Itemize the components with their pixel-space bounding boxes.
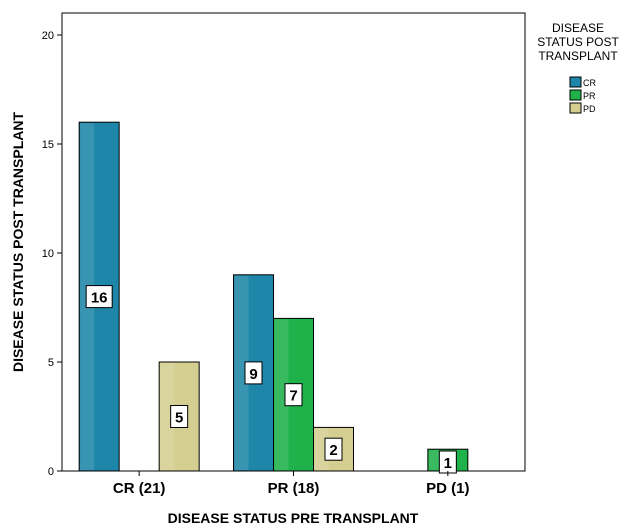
- legend-label-pd: PD: [583, 104, 596, 114]
- y-axis-title: DISEASE STATUS POST TRANSPLANT: [10, 112, 26, 373]
- bar-shade-pr-1: [274, 319, 289, 470]
- x-axis-title: DISEASE STATUS PRE TRANSPLANT: [168, 510, 419, 526]
- legend-swatch-pd: [569, 102, 582, 114]
- data-label-box-pr-1: [284, 383, 303, 407]
- bar-shade-pd-0: [160, 363, 175, 470]
- data-label-pd-0: 5: [175, 410, 183, 427]
- bar-shade-cr-1: [234, 275, 249, 470]
- data-label-box-pd-0: [170, 405, 189, 428]
- legend: DISEASE STATUS POST TRANSPLANT CR PR PD: [537, 21, 619, 114]
- y-tick-label-3: 15: [42, 139, 54, 151]
- legend-title-line-2: STATUS POST: [537, 35, 619, 49]
- legend-swatch-pr: [569, 89, 582, 101]
- legend-label-cr: CR: [583, 78, 596, 88]
- legend-label-pr: PR: [583, 91, 596, 101]
- data-label-cr-1: 9: [249, 366, 257, 383]
- data-label-pr-2: 1: [444, 455, 452, 472]
- y-axis: 0 5 10 15 20: [42, 30, 62, 478]
- data-label-cr-0: 16: [91, 290, 108, 307]
- x-tick-label-2: PD (1): [426, 480, 469, 497]
- x-tick-label-1: PR (18): [268, 480, 320, 497]
- legend-title-line-1: DISEASE: [552, 21, 604, 35]
- data-label-box-cr-0: [85, 285, 113, 309]
- y-tick-label-1: 5: [48, 357, 54, 369]
- x-axis: CR (21) PR (18) PD (1): [113, 471, 470, 497]
- data-labels-group: 16 9 7 1 5 2: [85, 285, 457, 474]
- data-label-box-cr-1: [244, 361, 263, 385]
- legend-swatch-cr: [569, 76, 582, 88]
- data-label-pr-1: 7: [289, 388, 297, 405]
- y-tick-label-4: 20: [42, 30, 54, 42]
- data-label-box-pd-1: [324, 437, 343, 461]
- y-tick-label-0: 0: [48, 466, 54, 478]
- y-tick-label-2: 10: [42, 248, 54, 260]
- data-label-pd-1: 2: [329, 442, 337, 459]
- legend-title-line-3: TRANSPLANT: [538, 49, 618, 63]
- x-tick-label-0: CR (21): [113, 480, 166, 497]
